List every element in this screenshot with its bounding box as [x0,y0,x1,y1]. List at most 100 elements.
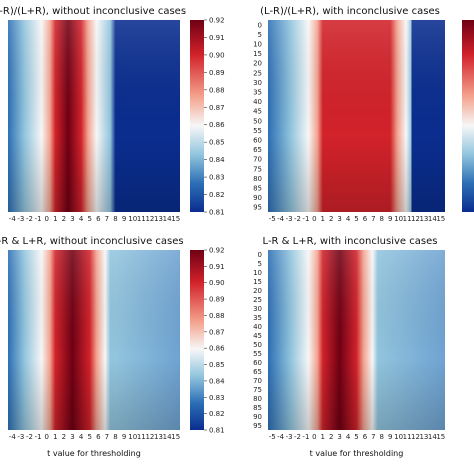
y-tick-label: 55 [253,127,262,135]
x-tick-label: 15 [436,433,445,441]
colorbar-tick-label: 0.83 [209,174,225,182]
colorbar-tick-label: 0.84 [209,156,225,164]
x-tick-label: 0 [44,433,48,441]
y-tick-label: 90 [253,194,262,202]
x-tick-label: -1 [302,215,309,223]
x-tick-label: 7 [371,215,375,223]
x-tick-label: 1 [321,433,325,441]
x-tick-label: 15 [171,433,180,441]
x-tick-label: 9 [388,215,392,223]
x-tick-label: -5 [269,433,276,441]
x-tick-label: 10 [394,433,403,441]
colorbar-tick-label: 0.81 [209,427,225,435]
y-tick-label: 20 [253,287,262,295]
y-tick-label: 65 [253,368,262,376]
x-tick-label: 11 [403,433,412,441]
y-tick-label: 70 [253,156,262,164]
x-tick-label: 11 [403,215,412,223]
heatmap-panel-3: L-R & L+R, without inconclusive cases-4-… [0,236,225,458]
x-tick-label: -3 [17,215,24,223]
colorbar-tick-label: 0.88 [209,86,225,94]
x-tick-label: 10 [128,215,137,223]
colorbar [190,20,204,212]
colorbar-tick-label: 0.84 [209,377,225,385]
x-tick-label: -2 [294,215,301,223]
x-tick-label: 8 [380,215,384,223]
x-tick-label: 0 [312,433,316,441]
heatmap-shading [268,20,445,212]
x-tick-label: 14 [428,215,437,223]
x-tick-label: -2 [294,433,301,441]
colorbar-tick-label: 0.85 [209,361,225,369]
y-tick-label: 25 [253,69,262,77]
x-tick-label: 12 [411,215,420,223]
y-tick-label: 55 [253,350,262,358]
x-tick-label: 15 [436,215,445,223]
colorbar-tick-label: 0.82 [209,410,225,418]
heatmap-shading [268,250,445,430]
colorbar-tick-label: 0.87 [209,328,225,336]
x-tick-label: -3 [286,215,293,223]
panel-title: L-R & L+R, with inconclusive cases [263,236,438,247]
y-tick-label: 50 [253,117,262,125]
colorbar-tick-label: 0.87 [209,104,225,112]
x-tick-label: 15 [171,215,180,223]
x-tick-label: -5 [269,215,276,223]
heatmap-shading [8,20,180,212]
x-tick-label: -1 [35,215,42,223]
heatmap-panel-1: (L-R)/(L+R), without inconclusive cases -… [0,6,225,223]
x-tick-label: 2 [62,215,66,223]
x-tick-label: 8 [113,215,117,223]
y-tick-label: 45 [253,108,262,116]
x-tick-label: 9 [388,433,392,441]
y-tick-label: 30 [253,79,262,87]
y-tick-label: 35 [253,89,262,97]
x-tick-label: 1 [53,433,57,441]
heatmap-panel-2: (L-R)/(L+R), with inconclusive cases -5 -4… [253,6,474,223]
y-tick-label: 65 [253,146,262,154]
x-tick-label: -4 [9,433,17,441]
colorbar-tick-label: 0.92 [209,17,225,25]
y-tick-label: 30 [253,305,262,313]
y-tick-label: 10 [253,41,262,49]
x-tick-label: 7 [105,433,109,441]
x-tick-label: 6 [96,433,101,441]
x-tick-label: -4 [277,433,285,441]
y-tick-label: 40 [253,323,262,331]
colorbar-tick-label: 0.90 [209,51,225,59]
x-tick-label: -1 [302,433,309,441]
y-tick-label: 0 [258,21,262,29]
y-tick-label: 10 [253,269,262,277]
colorbar-tick-label: 0.91 [209,263,225,271]
y-tick-label: 0 [258,251,262,259]
y-tick-label: 80 [253,395,262,403]
x-tick-label: 10 [128,433,137,441]
x-tick-label: -4 [9,215,17,223]
y-tick-label: 25 [253,296,262,304]
y-tick-label: 45 [253,332,262,340]
x-tick-label: 14 [163,215,172,223]
x-tick-label: -2 [26,215,33,223]
x-tick-label: 13 [154,433,163,441]
y-tick-label: 80 [253,175,262,183]
x-tick-label: 5 [87,215,91,223]
colorbar [462,20,474,212]
x-tick-label: 4 [79,433,84,441]
y-tick-label: 20 [253,60,262,68]
colorbar-tick-label: 0.85 [209,139,225,147]
y-tick-label: 15 [253,278,262,286]
x-tick-label: 12 [411,433,420,441]
y-tick-label: 50 [253,341,262,349]
y-tick-label: 75 [253,386,262,394]
x-tick-label: 5 [354,433,358,441]
heatmap-shading [8,250,180,430]
y-tick-label: 75 [253,165,262,173]
x-tick-label: 12 [145,433,154,441]
colorbar-tick-label: 0.86 [209,121,225,129]
y-tick-label: 90 [253,413,262,421]
x-tick-label: 0 [44,215,48,223]
y-tick-label: 85 [253,185,262,193]
panel-title: (L-R)/(L+R), without inconclusive cases [0,6,186,17]
x-tick-label: 6 [363,215,368,223]
